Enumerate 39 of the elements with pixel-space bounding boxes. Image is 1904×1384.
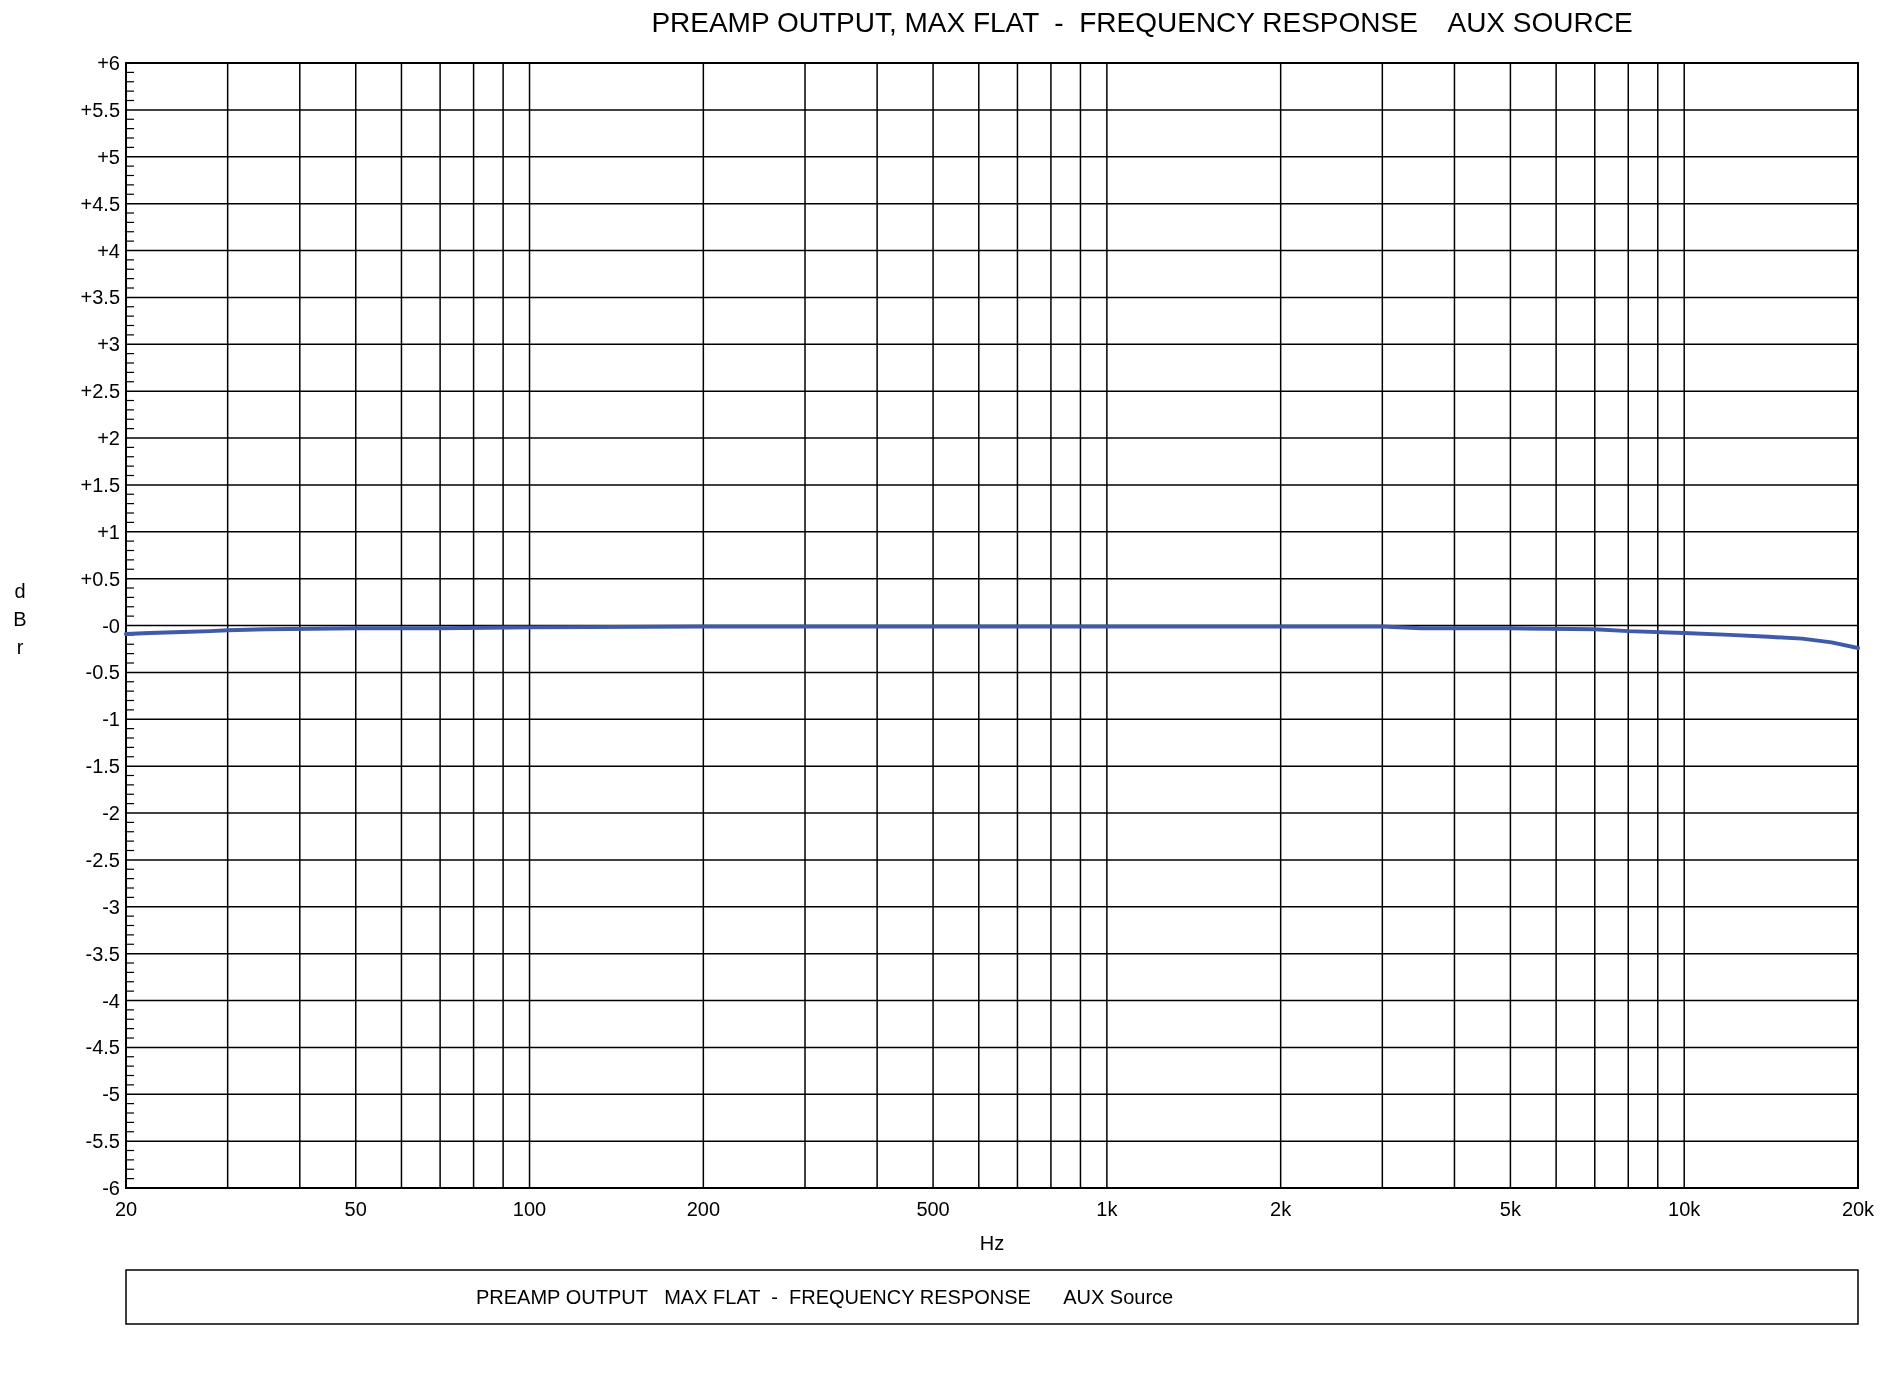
y-tick-label: +0.5	[80, 567, 120, 590]
x-tick-label: 200	[686, 1198, 721, 1220]
y-tick-label: -3	[102, 895, 120, 918]
y-tick-label: +2	[97, 427, 120, 449]
y-tick-label: +1	[97, 520, 120, 543]
y-tick-label: -2.5	[85, 848, 120, 871]
y-tick-label: -4.5	[85, 1036, 120, 1059]
y-tick-label: +5	[97, 145, 120, 168]
x-tick-label: 10k	[1668, 1198, 1702, 1220]
y-tick-label: +4.5	[80, 192, 120, 215]
y-tick-label: -5	[102, 1083, 120, 1106]
y-tick-label: +3.5	[80, 286, 120, 309]
x-axis-title: Hz	[979, 1232, 1005, 1254]
y-tick-label: -3.5	[85, 942, 120, 965]
y-tick-label: -1	[102, 708, 120, 731]
y-tick-label: -0	[102, 614, 120, 637]
x-tick-label: 100	[512, 1198, 547, 1220]
y-tick-label: +2.5	[80, 380, 120, 403]
text: PREAMP OUTPUT MAX FLAT - FREQUENCY RESPONSE AUX Source	[476, 1286, 1174, 1308]
y-axis-title: dBr	[13, 579, 27, 658]
y-tick-label: -0.5	[85, 661, 120, 684]
x-tick-label: 20k	[1841, 1198, 1876, 1220]
y-tick-label: +1.5	[80, 473, 120, 496]
x-tick-label: 2k	[1270, 1198, 1293, 1220]
y-tick-label: +5.5	[80, 98, 120, 121]
chart-title: PREAMP OUTPUT, MAX FLAT - FREQUENCY RESPONSE AUX SOURCE	[651, 7, 1633, 38]
y-tick-label: +4	[97, 239, 120, 262]
y-tick-label: -2	[102, 802, 120, 824]
x-tick-label: 5k	[1499, 1198, 1522, 1220]
y-tick-label: -6	[102, 1177, 120, 1199]
y-tick-label: -1.5	[85, 755, 120, 778]
y-tick-label: +6	[97, 52, 120, 74]
y-tick-label: +3	[97, 333, 120, 356]
x-tick-label: 20	[114, 1198, 138, 1220]
y-tick-label: -5.5	[85, 1130, 120, 1153]
x-tick-label: 50	[344, 1198, 367, 1220]
y-tick-label: -4	[102, 989, 120, 1012]
x-tick-label: 500	[916, 1198, 950, 1220]
x-tick-label: 1k	[1096, 1198, 1119, 1220]
